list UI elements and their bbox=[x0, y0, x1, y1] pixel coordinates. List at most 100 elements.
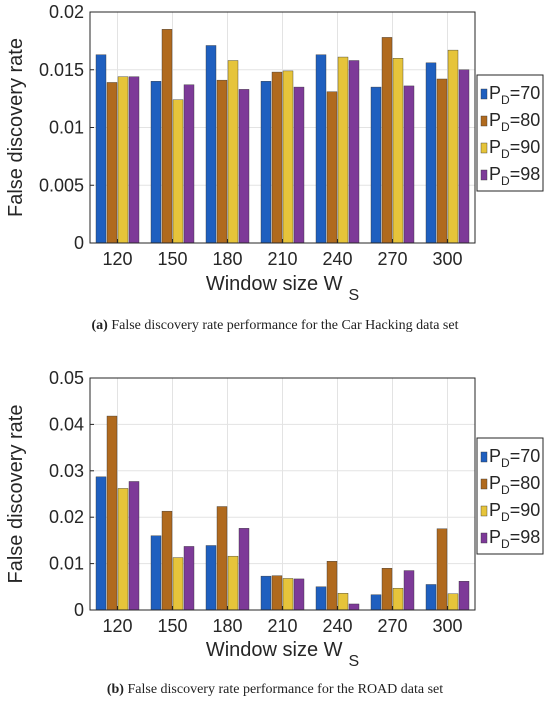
y-tick-label: 0.015 bbox=[39, 60, 84, 80]
bar bbox=[117, 488, 129, 611]
bar bbox=[260, 81, 272, 244]
y-tick-label: 0.005 bbox=[39, 175, 84, 195]
bar bbox=[205, 545, 217, 611]
legend-entry: PD=98 bbox=[489, 164, 540, 188]
legend-entry: PD=98 bbox=[489, 527, 540, 551]
bar bbox=[447, 49, 459, 244]
caption-a: (a) False discovery rate performance for… bbox=[0, 318, 550, 334]
x-tick-label: 150 bbox=[157, 249, 187, 269]
bar bbox=[128, 76, 140, 244]
bar bbox=[293, 86, 305, 244]
legend-box bbox=[476, 74, 544, 192]
bar bbox=[337, 56, 349, 244]
bar bbox=[348, 60, 360, 244]
x-axis-label: Window size WS bbox=[206, 273, 359, 304]
y-tick-label: 0.05 bbox=[49, 368, 84, 388]
bar bbox=[95, 476, 107, 611]
bar bbox=[458, 581, 470, 611]
y-tick-label: 0.01 bbox=[49, 118, 84, 138]
bar bbox=[293, 578, 305, 611]
bar bbox=[238, 89, 250, 244]
legend-entry: PD=80 bbox=[489, 110, 540, 134]
bar bbox=[161, 510, 173, 611]
bar bbox=[436, 78, 448, 244]
x-tick-label: 300 bbox=[432, 616, 462, 636]
y-tick-label: 0.04 bbox=[49, 414, 84, 434]
bar bbox=[205, 45, 217, 244]
bar bbox=[183, 84, 195, 244]
bar bbox=[238, 528, 250, 611]
x-tick-label: 210 bbox=[267, 249, 297, 269]
caption-a-text: False discovery rate performance for the… bbox=[111, 318, 459, 333]
x-tick-label: 120 bbox=[102, 249, 132, 269]
y-tick-label: 0.01 bbox=[49, 554, 84, 574]
bar bbox=[425, 62, 437, 244]
legend-swatch bbox=[480, 88, 488, 100]
legend-entry: PD=90 bbox=[489, 500, 540, 524]
caption-b-text: False discovery rate performance for the… bbox=[127, 682, 444, 697]
bar bbox=[337, 593, 349, 611]
bar bbox=[381, 568, 393, 611]
x-tick-label: 120 bbox=[102, 616, 132, 636]
x-tick-label: 180 bbox=[212, 249, 242, 269]
x-tick-label: 270 bbox=[377, 249, 407, 269]
legend-entry: PD=70 bbox=[489, 446, 540, 470]
bar bbox=[183, 546, 195, 611]
bar bbox=[227, 60, 239, 244]
x-tick-label: 150 bbox=[157, 616, 187, 636]
y-tick-label: 0.02 bbox=[49, 2, 84, 22]
y-tick-label: 0.02 bbox=[49, 507, 84, 527]
bar bbox=[326, 91, 338, 244]
x-axis-label: Window size WS bbox=[206, 639, 359, 670]
bar bbox=[216, 79, 228, 244]
bar bbox=[106, 82, 118, 244]
bar bbox=[370, 594, 382, 611]
legend-swatch bbox=[480, 451, 488, 463]
chart-b: 0 0.01 0.02 0.03 0.04 0.05 120 150 180 210 240 270 3… bbox=[5, 368, 544, 670]
bar bbox=[381, 37, 393, 244]
x-tick-label: 270 bbox=[377, 616, 407, 636]
bar bbox=[315, 586, 327, 611]
bar bbox=[392, 58, 404, 244]
caption-b-letter: (b) bbox=[106, 682, 124, 697]
bar bbox=[271, 575, 283, 611]
y-axis-label: False discovery rate bbox=[5, 38, 27, 217]
bar bbox=[128, 481, 140, 611]
bar bbox=[436, 528, 448, 611]
bar bbox=[172, 557, 184, 611]
caption-b: (b) False discovery rate performance for… bbox=[0, 682, 550, 698]
bar bbox=[348, 603, 360, 611]
caption-a-letter: (a) bbox=[91, 318, 108, 333]
legend-entry: PD=70 bbox=[489, 83, 540, 107]
bar bbox=[172, 99, 184, 244]
y-tick-label: 0 bbox=[74, 233, 84, 253]
bar bbox=[315, 54, 327, 244]
y-tick-label: 0.03 bbox=[49, 461, 84, 481]
bar bbox=[282, 578, 294, 611]
bar bbox=[370, 86, 382, 244]
chart-a: 0 0.005 0.01 0.015 0.02 120 150 180 210 240 270 300… bbox=[5, 2, 544, 304]
x-tick-label: 180 bbox=[212, 616, 242, 636]
y-tick-label: 0 bbox=[74, 600, 84, 620]
bar bbox=[95, 54, 107, 244]
legend-swatch bbox=[480, 169, 488, 181]
legend-entry: PD=80 bbox=[489, 473, 540, 497]
y-axis-label: False discovery rate bbox=[5, 405, 27, 584]
bar bbox=[282, 70, 294, 244]
legend-swatch bbox=[480, 505, 488, 517]
bar bbox=[392, 587, 404, 611]
bar bbox=[447, 593, 459, 611]
bar bbox=[403, 570, 415, 611]
bar bbox=[425, 584, 437, 611]
bar bbox=[326, 561, 338, 611]
x-tick-label: 210 bbox=[267, 616, 297, 636]
bar bbox=[227, 555, 239, 611]
bar bbox=[260, 575, 272, 611]
x-tick-label: 240 bbox=[322, 616, 352, 636]
bar bbox=[271, 71, 283, 244]
legend-entry: PD=90 bbox=[489, 137, 540, 161]
legend-swatch bbox=[480, 532, 488, 544]
x-tick-label: 300 bbox=[432, 249, 462, 269]
bar bbox=[458, 69, 470, 244]
